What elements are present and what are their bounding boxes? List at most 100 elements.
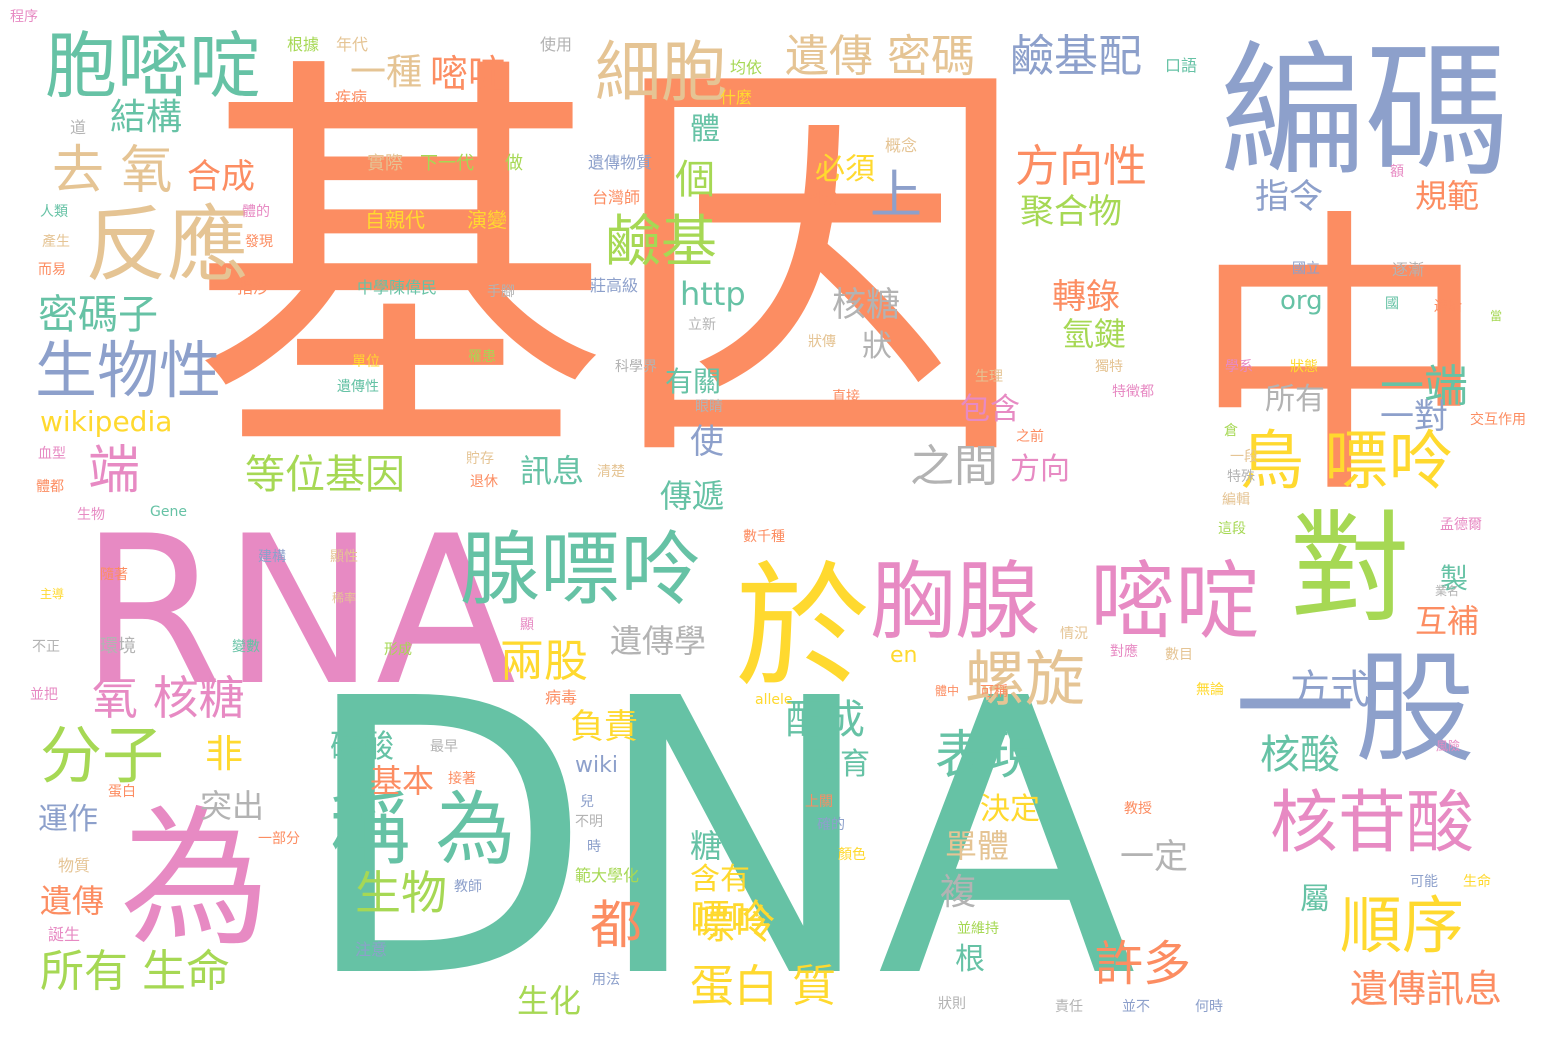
cloud-word: 核糖: [832, 285, 900, 325]
cloud-word: 包含: [960, 392, 1020, 427]
cloud-word: 合成: [187, 157, 255, 197]
cloud-word: 嘧啶: [430, 52, 507, 96]
cloud-word: 不明: [575, 814, 603, 830]
cloud-word: 可稱: [980, 684, 1008, 700]
cloud-word: 莊高級: [590, 276, 639, 295]
cloud-word: 遺傳: [40, 882, 105, 920]
cloud-word: 一段: [1230, 449, 1258, 465]
cloud-word: 有關: [665, 365, 722, 398]
cloud-word: 遺傳性: [337, 379, 379, 395]
cloud-word: 指涉: [237, 278, 270, 297]
cloud-word: 範大學化: [575, 866, 640, 885]
cloud-word: 罹患: [468, 349, 496, 365]
cloud-word: 環境: [100, 636, 136, 657]
cloud-word: 指令: [1255, 177, 1323, 217]
cloud-word: 兒: [580, 794, 594, 810]
cloud-word: 實際: [367, 153, 403, 174]
cloud-word: 倉: [1224, 423, 1238, 439]
cloud-word: allele: [755, 692, 793, 708]
cloud-word: 孟德爾: [1440, 517, 1482, 533]
cloud-word: 生物: [355, 866, 447, 920]
cloud-word: 生理: [975, 369, 1003, 385]
cloud-word: 互補: [1415, 602, 1480, 640]
cloud-word: 並把: [30, 687, 58, 703]
cloud-word: 道: [70, 118, 87, 137]
cloud-word: DNA: [300, 618, 1137, 1052]
cloud-word: 順序: [1340, 889, 1465, 962]
cloud-word: 逐漸: [1392, 260, 1425, 279]
cloud-word: 人類: [40, 204, 68, 220]
cloud-word: 均依: [730, 58, 763, 77]
cloud-word: 程序: [10, 9, 38, 25]
cloud-word: 顯性: [330, 549, 358, 565]
cloud-word: 等位基因: [245, 452, 405, 498]
cloud-word: 使用: [540, 35, 573, 54]
cloud-word: 之間: [910, 441, 998, 492]
cloud-word: 對應: [1110, 644, 1138, 660]
cloud-word: 什麼: [720, 88, 753, 107]
cloud-word: 根據: [287, 35, 320, 54]
cloud-word: 年代: [336, 35, 369, 54]
cloud-word: 發現: [245, 234, 273, 250]
cloud-word: 一對: [1380, 397, 1448, 437]
cloud-word: 必須: [815, 152, 875, 187]
cloud-word: 方式: [1290, 667, 1370, 713]
cloud-word: 所有: [1265, 382, 1325, 417]
cloud-word: 業名: [1435, 584, 1460, 598]
cloud-word: 注意: [355, 940, 388, 959]
cloud-word: 發育: [810, 747, 870, 782]
cloud-word: 口語: [1165, 56, 1198, 75]
cloud-word: 做: [505, 153, 523, 174]
cloud-word: 科學界: [615, 359, 657, 375]
cloud-word: 演變: [467, 208, 507, 232]
cloud-word: 狀態: [1290, 359, 1318, 375]
cloud-word: 教師: [454, 879, 482, 895]
cloud-word: 退休: [470, 474, 498, 490]
cloud-word: 體: [690, 112, 720, 147]
cloud-word: 方向: [1010, 452, 1070, 487]
cloud-word: 個: [675, 157, 715, 203]
cloud-word: 密碼子: [38, 292, 158, 338]
cloud-word: 一股: [1235, 640, 1475, 779]
cloud-word: 決定: [980, 792, 1040, 827]
cloud-word: 編碼: [1220, 28, 1510, 197]
cloud-word: 而易: [38, 262, 66, 278]
cloud-word: 並不: [1122, 999, 1150, 1015]
cloud-word: 蛋白 質: [690, 961, 836, 1012]
cloud-word: 表現: [935, 726, 1040, 786]
cloud-word: 何時: [1195, 999, 1223, 1015]
cloud-word: 基因: [190, 25, 1030, 514]
cloud-word: 轉錄: [1052, 277, 1120, 317]
cloud-word: 都: [590, 896, 643, 956]
cloud-word: 蛋白: [108, 784, 136, 800]
cloud-word: 方向性: [1015, 141, 1147, 192]
cloud-word: 胞嘧啶: [45, 24, 262, 108]
cloud-word: 顯: [520, 617, 534, 633]
cloud-word: 立新: [688, 317, 716, 333]
cloud-word: 去 氧: [52, 141, 173, 201]
cloud-word: 兩股: [500, 636, 588, 687]
cloud-word: 建構: [258, 549, 286, 565]
cloud-word: 單位: [352, 354, 380, 370]
cloud-word: 並維持: [957, 921, 999, 937]
cloud-word: 上關: [805, 794, 833, 810]
cloud-word: 製: [1440, 562, 1469, 595]
cloud-word: 稀率: [332, 591, 357, 605]
cloud-word: 下一代: [420, 153, 474, 174]
cloud-word: 這段: [1218, 521, 1246, 537]
cloud-word: RNA: [80, 493, 517, 731]
cloud-word: 配成: [785, 697, 865, 743]
cloud-word: 含有: [690, 862, 750, 897]
cloud-word: 核酸: [1260, 732, 1340, 778]
cloud-word: 體都: [36, 479, 64, 495]
cloud-word: 生化: [517, 982, 582, 1020]
cloud-word: 顏色: [838, 847, 866, 863]
cloud-word: 直接: [832, 389, 860, 405]
cloud-word: 糖: [690, 827, 723, 865]
cloud-word: 嘧啶: [1090, 553, 1261, 652]
cloud-word: 數目: [1165, 647, 1193, 663]
cloud-word: 一定: [1120, 837, 1188, 877]
cloud-word: 單體: [945, 827, 1010, 865]
cloud-word: 上: [870, 166, 923, 226]
